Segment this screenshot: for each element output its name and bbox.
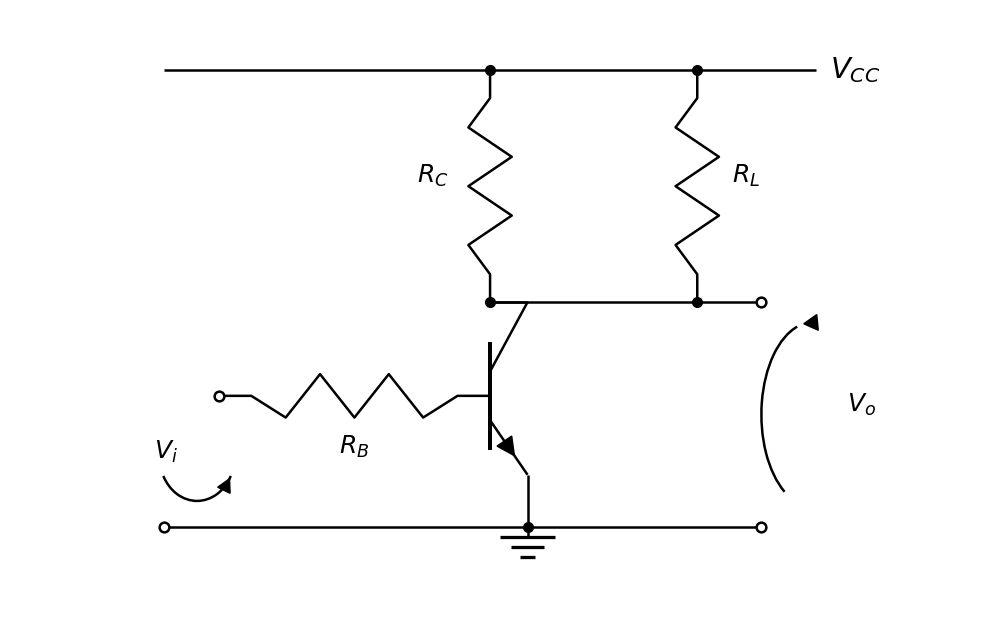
Text: $V_{CC}$: $V_{CC}$ — [831, 55, 881, 85]
Text: $V_o$: $V_o$ — [847, 392, 876, 418]
Text: $R_B$: $R_B$ — [340, 434, 369, 460]
Polygon shape — [218, 479, 230, 493]
Text: $R_L$: $R_L$ — [732, 163, 760, 190]
Text: $V_i$: $V_i$ — [153, 439, 177, 465]
Polygon shape — [804, 315, 819, 330]
Text: $R_C$: $R_C$ — [417, 163, 448, 190]
Polygon shape — [497, 436, 515, 456]
